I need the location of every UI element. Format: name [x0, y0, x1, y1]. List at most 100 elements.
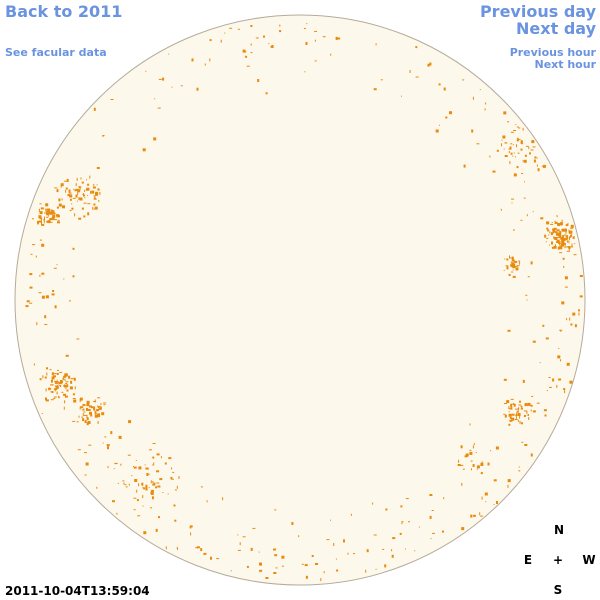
facula-dot	[558, 236, 561, 238]
facula-dot	[314, 30, 318, 32]
next-day-link[interactable]: Next day	[516, 19, 597, 38]
facula-dot	[578, 309, 580, 312]
facula-dot	[35, 255, 37, 258]
facula-dot	[245, 55, 248, 58]
facula-dot	[124, 484, 127, 486]
facula-dot	[311, 555, 314, 557]
facula-dot	[568, 240, 570, 244]
facula-dot	[55, 385, 57, 387]
compass-west: W	[582, 553, 595, 567]
facula-dot	[156, 470, 160, 473]
facula-dot	[50, 391, 53, 393]
facula-dot	[553, 231, 554, 234]
facula-dot	[237, 549, 241, 551]
facula-dot	[569, 238, 571, 240]
facula-dot	[148, 486, 150, 488]
facula-dot	[501, 143, 502, 147]
facula-dot	[150, 489, 154, 493]
facula-dot	[445, 116, 448, 119]
facula-dot	[508, 408, 511, 410]
facula-dot	[68, 189, 71, 193]
facula-dot	[73, 399, 77, 403]
facula-dot	[39, 239, 42, 241]
facula-dot	[560, 237, 562, 240]
facula-dot	[571, 243, 573, 247]
facula-dot	[526, 414, 528, 416]
facula-dot	[511, 417, 515, 421]
facular-link[interactable]: See facular data	[5, 46, 107, 59]
facula-dot	[60, 380, 63, 382]
facula-dot	[536, 157, 538, 159]
facula-dot	[97, 397, 101, 399]
facula-dot	[65, 381, 69, 383]
facula-dot	[528, 417, 530, 420]
facula-dot	[508, 413, 512, 417]
facula-dot	[516, 410, 519, 413]
facula-dot	[154, 98, 156, 100]
facula-dot	[469, 423, 471, 426]
facula-dot	[471, 129, 474, 133]
facula-dot	[81, 409, 85, 411]
facula-dot	[75, 183, 77, 187]
facula-dot	[301, 563, 304, 565]
facula-dot	[279, 30, 282, 33]
facula-dot	[554, 231, 558, 234]
previous-day-link[interactable]: Previous day	[480, 2, 597, 21]
facula-dot	[519, 415, 521, 419]
facula-dot	[517, 152, 520, 154]
facula-dot	[470, 514, 473, 518]
facula-dot	[75, 188, 79, 191]
facula-dot	[39, 211, 43, 215]
facula-dot	[298, 535, 300, 538]
facula-dot	[97, 406, 100, 409]
facula-dot	[537, 168, 540, 172]
facula-dot	[63, 375, 67, 378]
facula-dot	[133, 509, 136, 511]
facula-dot	[540, 217, 544, 220]
facula-dot	[523, 159, 527, 163]
facula-dot	[250, 43, 252, 46]
facula-dot	[520, 219, 523, 221]
facula-dot	[263, 35, 265, 38]
facula-dot	[64, 373, 68, 377]
facula-dot	[44, 216, 45, 220]
facula-dot	[268, 43, 270, 45]
next-hour-link[interactable]: Next hour	[535, 58, 597, 71]
facula-dot	[79, 197, 83, 201]
facula-dot	[206, 500, 208, 503]
facula-dot	[579, 295, 583, 298]
facula-dot	[520, 141, 523, 145]
facula-dot	[58, 381, 60, 385]
facula-dot	[449, 111, 452, 115]
facula-dot	[242, 536, 246, 538]
facula-dot	[150, 480, 152, 484]
facula-dot	[59, 385, 61, 387]
facula-dot	[203, 552, 207, 555]
facula-dot	[56, 189, 59, 193]
facula-dot	[45, 388, 47, 392]
facula-dot	[44, 212, 47, 214]
facula-dot	[475, 452, 477, 453]
facula-dot	[26, 300, 30, 303]
facula-dot	[33, 363, 35, 366]
facula-dot	[523, 197, 526, 199]
facula-dot	[86, 415, 88, 418]
facula-dot	[510, 152, 513, 155]
facula-dot	[93, 183, 95, 186]
facula-dot	[557, 355, 561, 359]
facula-dot	[384, 564, 387, 568]
facula-dot	[504, 414, 507, 418]
back-link[interactable]: Back to 2011	[5, 2, 122, 21]
facula-dot	[504, 258, 506, 260]
facula-dot	[246, 65, 250, 67]
previous-hour-link[interactable]: Previous hour	[510, 46, 597, 59]
facula-dot	[46, 220, 50, 223]
facula-dot	[554, 237, 558, 240]
facula-dot	[95, 191, 99, 195]
facula-dot	[515, 408, 519, 410]
facula-dot	[200, 486, 203, 488]
facula-dot	[51, 376, 55, 380]
facula-dot	[305, 575, 308, 579]
